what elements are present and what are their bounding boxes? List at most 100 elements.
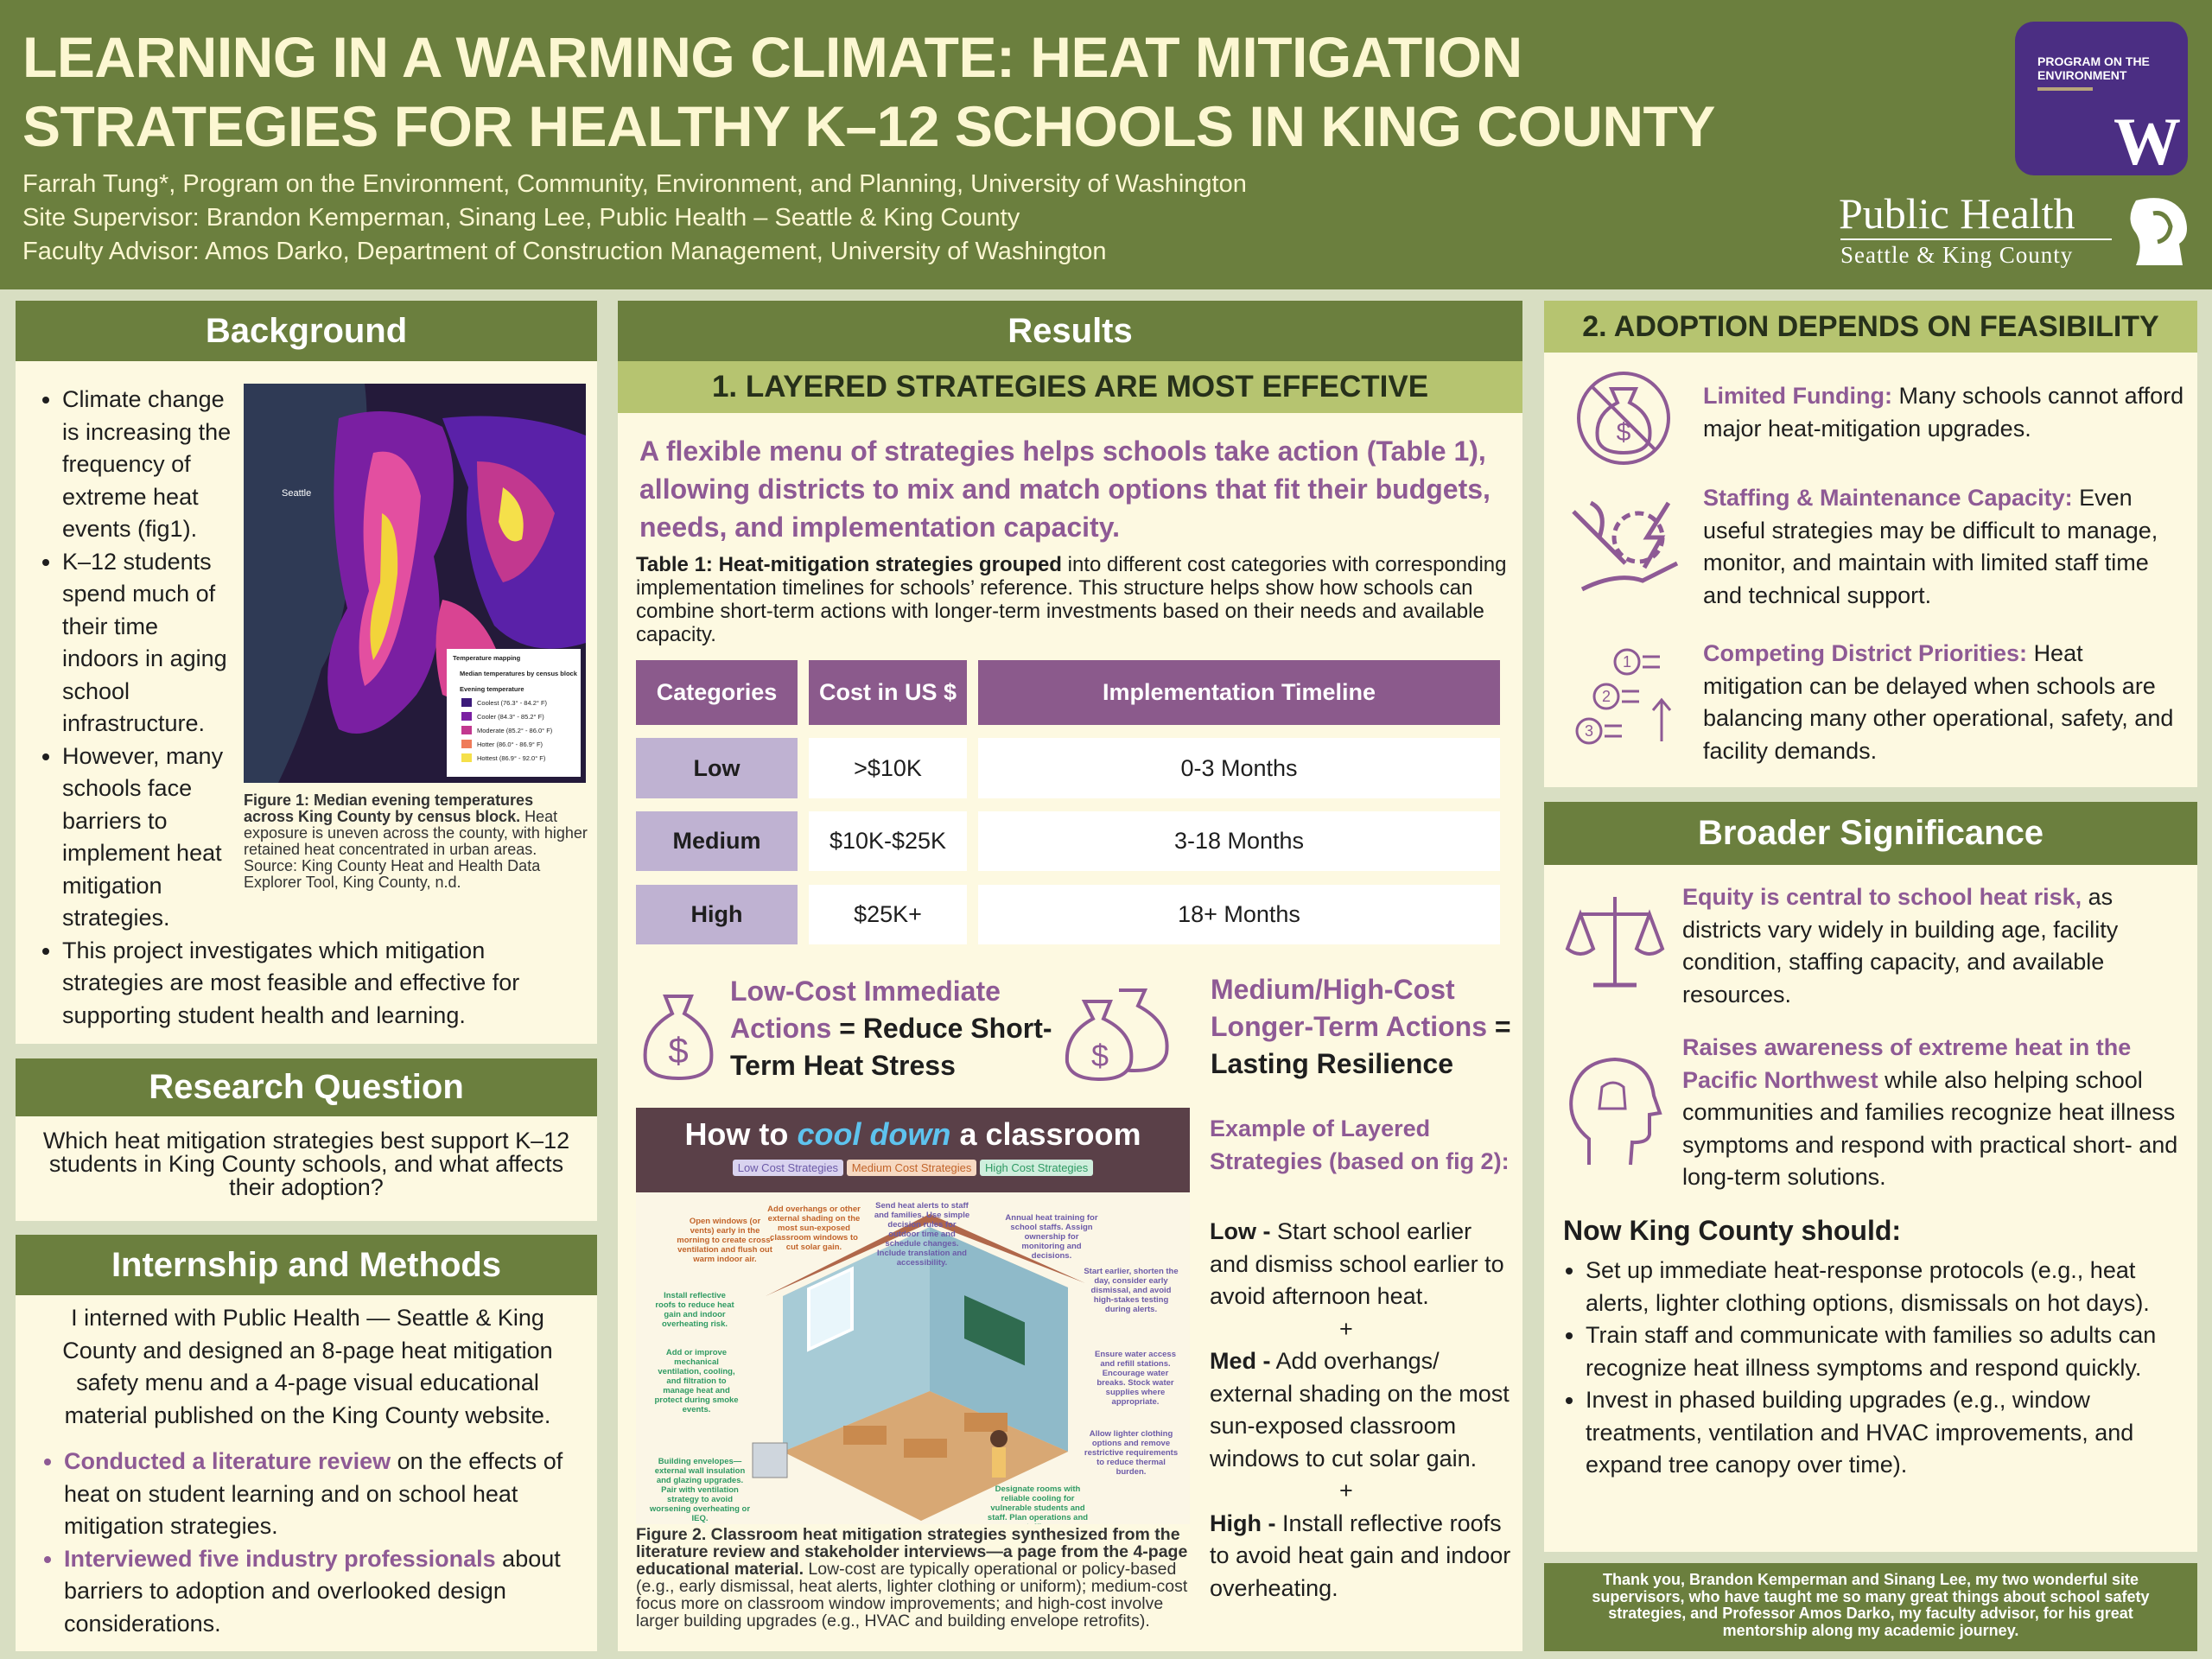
tag: Low Cost Strategies — [732, 1160, 844, 1176]
example-item: Low - Start school earlier and dismiss s… — [1210, 1216, 1516, 1313]
caption-text: Low-cost are typically operational or po… — [636, 1560, 1188, 1630]
item-text: Even useful strategies may be difficult … — [1703, 485, 2158, 608]
note-text: = Lasting Resilience — [1211, 1011, 1511, 1079]
caption-bold: Table 1: Heat-mitigation strategies grou… — [636, 553, 1062, 576]
title-part: How to — [684, 1116, 789, 1152]
caption-bold: Figure 2. Classroom heat mitigation stra… — [636, 1525, 1188, 1579]
table-cell: $25K+ — [809, 885, 967, 944]
table-caption: Table 1: Heat-mitigation strategies grou… — [636, 553, 1509, 646]
panel-heading: Broader Significance — [1544, 802, 2197, 865]
figure-caption: Figure 1: Median evening temperatures ac… — [244, 791, 588, 891]
methods-bullets: Conducted a literature review on the eff… — [35, 1446, 588, 1640]
tag: High Cost Strategies — [980, 1160, 1094, 1176]
ph-logo-sub: Seattle & King County — [1840, 242, 2074, 268]
table-header: Cost in US $ — [809, 660, 967, 725]
bullet: This project investigates which mitigati… — [62, 935, 588, 1033]
bullet: However, many schools face barriers to i… — [62, 741, 588, 935]
ph-logo-title: Public Health — [1839, 189, 2075, 238]
annotation: Annual heat training for school staffs. … — [1005, 1213, 1098, 1261]
highlight: Conducted a literature review — [64, 1448, 391, 1474]
high-cost-note: Medium/High-Cost Longer-Term Actions = L… — [1211, 971, 1513, 1083]
table-cell: Low — [636, 738, 798, 798]
ph-logo-rule — [1840, 238, 2112, 240]
priorities-icon: 1 2 3 — [1575, 648, 1672, 745]
background-panel: Background Seattle Temperature mapping M… — [16, 301, 597, 1044]
panel-heading: Background — [16, 301, 597, 361]
adoption-item: Staffing & Maintenance Capacity: Even us… — [1703, 482, 2187, 612]
annotation: Add overhangs or other external shading … — [767, 1205, 861, 1252]
separator: + — [1339, 1315, 1353, 1342]
header: LEARNING IN A WARMING CLIMATE: HEAT MITI… — [0, 0, 2212, 289]
broader-panel: Broader Significance Equity is central t… — [1544, 802, 2197, 1552]
background-body: Seattle Temperature mapping Median tempe… — [35, 384, 588, 1032]
legend-item: Cooler (84.3° - 85.2° F) — [477, 713, 544, 721]
heat-map: Seattle Temperature mapping Median tempe… — [244, 384, 586, 783]
figure-tags: Low Cost Strategies Medium Cost Strategi… — [636, 1160, 1190, 1176]
example-text: Add overhangs/ external shading on the m… — [1210, 1348, 1510, 1471]
caption-text: Heat exposure is uneven across the count… — [244, 807, 588, 891]
highlight: Medium/High-Cost Longer-Term Actions — [1211, 974, 1488, 1042]
panel-subheading: 1. LAYERED STRATEGIES ARE MOST EFFECTIVE — [618, 361, 1522, 413]
scale-icon — [1565, 897, 1665, 988]
bullet: Conducted a literature review on the eff… — [64, 1446, 588, 1543]
tag: Medium Cost Strategies — [846, 1160, 977, 1176]
icon-symbol: $ — [1617, 418, 1631, 447]
icon-symbol: $ — [1091, 1038, 1109, 1073]
highlight: Interviewed five industry professionals — [64, 1545, 496, 1572]
adoption-panel: 2. ADOPTION DEPENDS ON FEASIBILITY $ Lim… — [1544, 301, 2197, 787]
example-heading: Example of Layered Strategies (based on … — [1210, 1116, 1510, 1174]
figure-caption: Figure 2. Classroom heat mitigation stra… — [636, 1526, 1198, 1630]
note-text: = Reduce Short-Term Heat Stress — [730, 1013, 1052, 1081]
map-legend: Temperature mapping Median temperatures … — [447, 649, 581, 777]
caption-bold: Figure 1: Median evening temperatures ac… — [244, 791, 534, 825]
title-accent: cool down — [797, 1116, 951, 1152]
results-panel: Results 1. LAYERED STRATEGIES ARE MOST E… — [618, 301, 1522, 1651]
legend-item: Moderate (85.2° - 86.0° F) — [477, 727, 553, 734]
table-cell: 3-18 Months — [978, 811, 1500, 871]
low-cost-note: Low-Cost Immediate Actions = Reduce Shor… — [730, 973, 1058, 1084]
legend-group: Evening temperature — [460, 685, 524, 693]
annotation: Allow lighter clothing options and remov… — [1084, 1429, 1179, 1477]
now-bullets: Set up immediate heat-response protocols… — [1556, 1255, 2187, 1482]
bullet: Train staff and communicate with familie… — [1586, 1319, 2187, 1384]
layered-example: Example of Layered Strategies (based on … — [1210, 1113, 1516, 1605]
panel-heading: Research Question — [16, 1058, 597, 1116]
figure-header: How to cool down a classroom Low Cost St… — [636, 1108, 1190, 1192]
table-cell: $10K-$25K — [809, 811, 967, 871]
annotation: Building envelopes—external wall insulat… — [649, 1457, 751, 1523]
author-line: Site Supervisor: Brandon Kemperman, Sina… — [22, 204, 1020, 232]
annotation: Start earlier, shorten the day, consider… — [1084, 1267, 1179, 1314]
thanks: Thank you, Brandon Kemperman and Sinang … — [1544, 1563, 2197, 1651]
bullet-text: about barriers to adoption and overlooke… — [64, 1545, 561, 1637]
money-bag-icon: $ — [643, 995, 714, 1081]
figure-title: How to cool down a classroom — [636, 1116, 1190, 1153]
highlight: Limited Funding: — [1703, 383, 1892, 409]
methods-intro: I interned with Public Health — Seattle … — [62, 1305, 553, 1428]
legend-title: Temperature mapping — [453, 654, 521, 662]
results-lead: A flexible menu of strategies helps scho… — [639, 435, 1491, 543]
broader-item: Raises awareness of extreme heat in the … — [1682, 1032, 2183, 1194]
bullet: Set up immediate heat-response protocols… — [1586, 1255, 2187, 1319]
title-line: STRATEGIES FOR HEALTHY K–12 SCHOOLS IN K… — [22, 94, 1715, 158]
icon-number: 2 — [1602, 688, 1611, 705]
ph-logo-icon — [2130, 198, 2187, 265]
title-part: a classroom — [959, 1116, 1141, 1152]
highlight: Low-Cost Immediate Actions — [730, 976, 1001, 1044]
table-header: Implementation Timeline — [978, 660, 1500, 725]
icon-number: 3 — [1585, 722, 1593, 740]
table-header: Categories — [636, 660, 798, 725]
awareness-icon — [1569, 1057, 1662, 1166]
item-text: as districts vary widely in building age… — [1682, 884, 2119, 1007]
adoption-item: Competing District Priorities: Heat miti… — [1703, 638, 2187, 767]
bullet: Invest in phased building upgrades (e.g.… — [1586, 1384, 2187, 1482]
legend-item: Hotter (86.0° - 86.9° F) — [477, 741, 543, 748]
title-line: LEARNING IN A WARMING CLIMATE: HEAT MITI… — [22, 25, 1522, 89]
panel-heading: 2. ADOPTION DEPENDS ON FEASIBILITY — [1544, 301, 2197, 353]
broader-item: Equity is central to school heat risk, a… — [1682, 881, 2183, 1011]
example-text: Start school earlier and dismiss school … — [1210, 1218, 1504, 1309]
caption-text: into different cost categories with corr… — [636, 553, 1507, 646]
highlight: Equity is central to school heat risk, — [1682, 884, 2082, 910]
funding-icon: $ — [1577, 372, 1670, 465]
adoption-item: Limited Funding: Many schools cannot aff… — [1703, 380, 2187, 445]
bullet: Climate change is increasing the frequen… — [62, 384, 588, 546]
